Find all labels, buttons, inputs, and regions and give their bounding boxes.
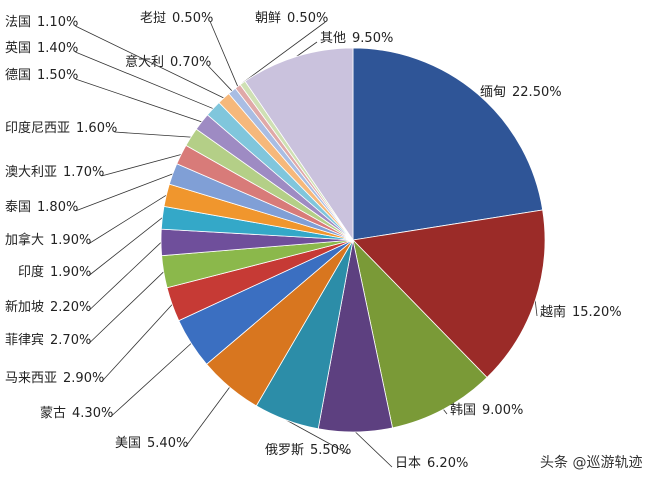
- slice-label: 日本 6.20%: [395, 456, 468, 471]
- category-label: 俄罗斯: [265, 443, 304, 458]
- watermark: 头条 @巡游轨迹: [540, 454, 642, 471]
- slice-label: 新加坡 2.20%: [5, 299, 91, 315]
- leader-line: [286, 419, 349, 455]
- pie-slice: [352, 47, 544, 241]
- category-label: 朝鲜: [255, 11, 281, 26]
- leader-line: [208, 65, 233, 92]
- leader-line: [114, 131, 191, 138]
- value-label: 22.50%: [512, 85, 562, 100]
- leader-line: [185, 386, 231, 448]
- value-label: 1.90%: [50, 265, 91, 280]
- leader-line: [110, 343, 192, 418]
- leader-line: [75, 173, 173, 212]
- category-label: 其他: [320, 31, 346, 46]
- leader-lines: [75, 21, 538, 468]
- category-label: 缅甸: [480, 85, 506, 100]
- leader-line: [209, 21, 239, 87]
- value-label: 0.50%: [287, 11, 328, 26]
- slice-label: 泰国 1.80%: [5, 200, 78, 215]
- slice-label: 老挝 0.50%: [140, 11, 213, 26]
- value-label: 1.10%: [37, 15, 78, 30]
- slice-label: 法国 1.10%: [5, 15, 78, 30]
- pie-slice: [352, 209, 546, 379]
- value-label: 0.50%: [172, 11, 213, 26]
- slice-label: 美国 5.40%: [115, 436, 188, 451]
- slice-label: 德国 1.50%: [5, 68, 78, 83]
- category-label: 澳大利亚: [5, 164, 57, 180]
- leader-line: [242, 21, 326, 84]
- value-label: 1.40%: [37, 41, 78, 56]
- leader-line: [101, 304, 173, 383]
- value-label: 0.70%: [170, 55, 211, 70]
- category-label: 美国: [115, 436, 141, 451]
- value-label: 1.50%: [37, 68, 78, 83]
- slice-label: 意大利 0.70%: [125, 54, 211, 70]
- value-label: 9.00%: [482, 403, 523, 418]
- category-label: 印度: [18, 264, 44, 280]
- category-label: 印度尼西亚: [5, 120, 70, 136]
- category-label: 日本: [395, 456, 421, 471]
- slice-label: 英国 1.40%: [5, 41, 78, 56]
- leader-line: [75, 78, 202, 123]
- category-label: 法国: [5, 15, 31, 30]
- category-label: 韩国: [450, 403, 476, 418]
- leader-line: [88, 217, 163, 277]
- leader-line: [88, 242, 162, 312]
- slice-label: 其他 9.50%: [320, 31, 393, 46]
- value-label: 1.70%: [63, 165, 104, 180]
- leader-line: [534, 300, 538, 317]
- category-label: 菲律宾: [5, 332, 44, 348]
- value-label: 6.20%: [427, 456, 468, 471]
- leader-line: [75, 51, 214, 109]
- slice-label: 缅甸 22.50%: [480, 85, 562, 100]
- slice-label: 菲律宾 2.70%: [5, 332, 91, 348]
- value-label: 1.60%: [76, 121, 117, 136]
- category-label: 老挝: [140, 11, 166, 26]
- slice-label: 韩国 9.00%: [450, 403, 523, 418]
- category-label: 马来西亚: [5, 371, 57, 386]
- slice-label: 印度尼西亚 1.60%: [5, 120, 117, 136]
- slice-label: 蒙古 4.30%: [40, 406, 113, 421]
- leader-line: [296, 41, 318, 57]
- slice-label: 朝鲜 0.50%: [255, 11, 328, 26]
- category-label: 意大利: [125, 54, 164, 70]
- slice-label: 加拿大 1.90%: [5, 232, 91, 248]
- leader-line: [443, 409, 448, 415]
- category-label: 英国: [5, 41, 31, 56]
- value-label: 2.70%: [50, 333, 91, 348]
- category-label: 蒙古: [40, 406, 66, 421]
- category-label: 加拿大: [5, 232, 44, 248]
- leader-line: [355, 431, 393, 468]
- category-label: 新加坡: [5, 299, 44, 315]
- value-label: 9.50%: [352, 31, 393, 46]
- value-label: 4.30%: [72, 406, 113, 421]
- value-label: 2.90%: [63, 371, 104, 386]
- category-label: 越南: [540, 304, 566, 320]
- value-label: 5.50%: [310, 443, 351, 458]
- value-label: 1.90%: [50, 233, 91, 248]
- category-label: 泰国: [5, 200, 31, 215]
- leader-line: [101, 154, 182, 177]
- value-label: 2.20%: [50, 300, 91, 315]
- slice-label: 澳大利亚 1.70%: [5, 164, 104, 180]
- leader-line: [88, 271, 164, 345]
- category-label: 德国: [5, 68, 31, 83]
- value-label: 5.40%: [147, 436, 188, 451]
- slice-label: 俄罗斯 5.50%: [265, 443, 351, 458]
- slice-label: 马来西亚 2.90%: [5, 371, 104, 386]
- slice-label: 越南 15.20%: [540, 304, 622, 320]
- value-label: 1.80%: [37, 200, 78, 215]
- slice-label: 印度 1.90%: [18, 264, 91, 280]
- leader-line: [75, 25, 224, 99]
- leader-line: [88, 194, 167, 245]
- pie-slice: [352, 238, 488, 429]
- pie-slice: [244, 47, 354, 242]
- value-label: 15.20%: [572, 305, 622, 320]
